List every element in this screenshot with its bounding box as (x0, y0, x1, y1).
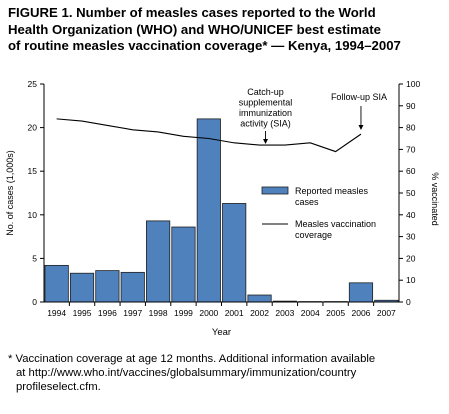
annotation-catchup-line-2: supplemental (239, 98, 293, 108)
bar-1996 (95, 270, 120, 303)
footnote-line-1: * Vaccination coverage at age 12 months.… (8, 353, 376, 365)
y2-tick-label-0: 0 (406, 297, 411, 307)
x-tick-label-1999: 1999 (174, 308, 193, 318)
y2-tick-label-20: 20 (406, 253, 416, 263)
annotation-catchup-line-3: immunization (239, 108, 292, 118)
x-tick-label-2007: 2007 (377, 308, 396, 318)
x-tick-label-1995: 1995 (73, 308, 92, 318)
y-tick-label-25: 25 (28, 79, 38, 89)
figure-title: FIGURE 1. Number of measles cases report… (8, 5, 446, 55)
y2-tick-label-50: 50 (406, 188, 416, 198)
x-tick-label-2004: 2004 (301, 308, 320, 318)
footnote-line-2: at http://www.who.int/vaccines/globalsum… (16, 367, 357, 379)
y-tick-label-20: 20 (28, 123, 38, 133)
bar-2001 (222, 203, 247, 303)
x-tick-label-1996: 1996 (98, 308, 117, 318)
legend-line-label-1: Measles vaccination (295, 219, 376, 229)
x-tick-label-2002: 2002 (250, 308, 269, 318)
axes-layer (40, 83, 403, 306)
x-tick-label-2005: 2005 (326, 308, 345, 318)
annotation-followup-arrowhead (358, 125, 364, 130)
legend-bar-swatch (261, 186, 289, 195)
y-tick-label-15: 15 (28, 166, 38, 176)
annotation-catchup-arrowhead (263, 139, 269, 144)
measles-chart: 0 5 10 15 20 25 0 10 20 30 40 50 60 70 80 90 100 1994 1995… (5, 79, 440, 338)
y2-tick-label-70: 70 (406, 144, 416, 154)
x-tick-label-1994: 1994 (47, 308, 66, 318)
legend-line-label-2: coverage (295, 230, 332, 240)
legend-bar-label-2: cases (295, 197, 319, 207)
title-line-2: Health Organization (WHO) and WHO/UNICEF… (8, 21, 381, 37)
bar-1997 (120, 271, 145, 303)
x-tick-label-2000: 2000 (199, 308, 218, 318)
bar-2002 (247, 294, 272, 303)
bar-1999 (171, 226, 196, 303)
bar-2006 (348, 282, 374, 303)
bar-1995 (69, 272, 95, 303)
y2-tick-label-90: 90 (406, 101, 416, 111)
annotation-catchup-line-1: Catch-up (247, 87, 284, 97)
y2-tick-label-40: 40 (406, 210, 416, 220)
annotation-catchup-line-4: activity (SIA) (240, 119, 291, 129)
y-tick-label-0: 0 (32, 297, 37, 307)
title-line-1: FIGURE 1. Number of measles cases report… (8, 5, 376, 20)
x-tick-label-1997: 1997 (123, 308, 142, 318)
x-tick-label-2001: 2001 (225, 308, 244, 318)
y2-tick-label-10: 10 (406, 275, 416, 285)
y2-axis-title: % vaccinated (430, 172, 440, 226)
footnote-line-3: profileselect.cfm. (16, 381, 101, 393)
x-tick-label-2006: 2006 (352, 308, 371, 318)
x-tick-label-1998: 1998 (149, 308, 168, 318)
y-tick-label-5: 5 (32, 253, 37, 263)
y-axis-title: No. of cases (1,000s) (5, 150, 15, 236)
title-line-3: of routine measles vaccination coverage*… (8, 38, 401, 53)
x-axis-title: Year (212, 327, 231, 338)
footnote: * Vaccination coverage at age 12 months.… (8, 352, 446, 394)
x-tick-label-2003: 2003 (275, 308, 294, 318)
legend-bar-label-1: Reported measles (295, 186, 369, 196)
coverage-line-layer (56, 118, 362, 153)
labels-layer: 0 5 10 15 20 25 0 10 20 30 40 50 60 70 80 90 100 1994 1995… (5, 79, 440, 338)
y2-tick-label-100: 100 (406, 79, 420, 89)
y2-tick-label-80: 80 (406, 123, 416, 133)
y2-tick-label-30: 30 (406, 232, 416, 242)
annotation-followup-label: Follow-up SIA (331, 92, 387, 102)
bar-2000 (196, 118, 221, 303)
y-tick-label-10: 10 (28, 210, 38, 220)
bar-1998 (146, 220, 171, 303)
coverage-line (56, 118, 362, 153)
bar-1994 (44, 264, 69, 303)
bars-layer (44, 118, 399, 303)
y2-tick-label-60: 60 (406, 166, 416, 176)
